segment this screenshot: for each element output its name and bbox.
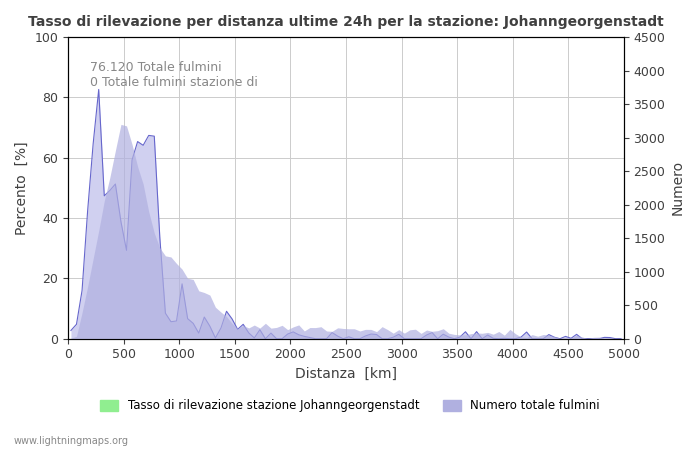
Text: www.lightningmaps.org: www.lightningmaps.org [14, 436, 129, 446]
Title: Tasso di rilevazione per distanza ultime 24h per la stazione: Johanngeorgenstadt: Tasso di rilevazione per distanza ultime… [28, 15, 664, 29]
Y-axis label: Numero: Numero [671, 160, 685, 216]
Y-axis label: Percento  [%]: Percento [%] [15, 141, 29, 235]
Text: 76.120 Totale fulmini
0 Totale fulmini stazione di: 76.120 Totale fulmini 0 Totale fulmini s… [90, 61, 258, 89]
X-axis label: Distanza  [km]: Distanza [km] [295, 367, 397, 381]
Legend: Tasso di rilevazione stazione Johanngeorgenstadt, Numero totale fulmini: Tasso di rilevazione stazione Johanngeor… [96, 395, 604, 417]
